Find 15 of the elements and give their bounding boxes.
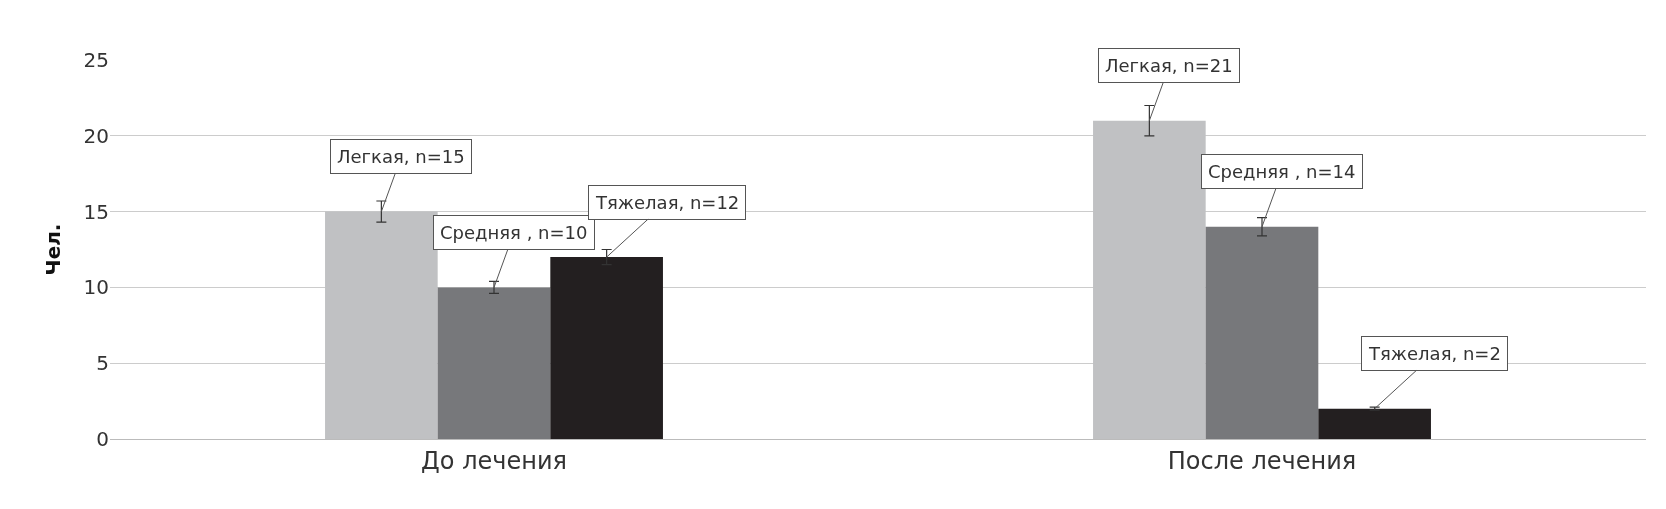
data-label: Легкая, n=15 bbox=[337, 146, 465, 167]
y-tick-label: 0 bbox=[96, 427, 109, 451]
data-label: Тяжелая, n=12 bbox=[595, 192, 740, 213]
x-tick-label: После лечения bbox=[1167, 446, 1357, 475]
data-label: Легкая, n=21 bbox=[1105, 55, 1233, 76]
data-label: Тяжелая, n=2 bbox=[1368, 343, 1501, 364]
data-label: Средняя , n=14 bbox=[1208, 161, 1356, 182]
x-tick-label: До лечения bbox=[421, 446, 567, 475]
y-axis-title: Чел. bbox=[41, 223, 65, 276]
y-tick-label: 15 bbox=[83, 199, 109, 224]
y-tick-label: 25 bbox=[83, 48, 109, 72]
y-tick-label: 10 bbox=[83, 275, 109, 300]
y-tick-label: 20 bbox=[83, 123, 109, 148]
data-label: Средняя , n=10 bbox=[440, 222, 588, 243]
y-tick-label: 5 bbox=[96, 351, 109, 376]
